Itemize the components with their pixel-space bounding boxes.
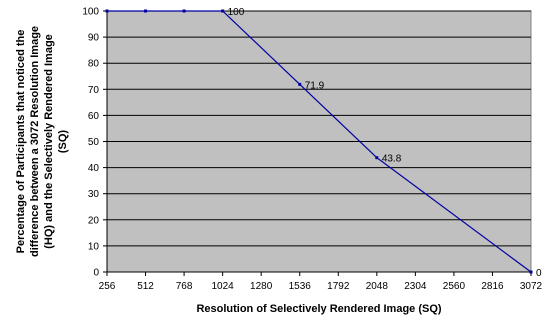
x-tick-label: 256 xyxy=(99,281,116,292)
data-label: 71.9 xyxy=(305,80,325,91)
y-tick-label: 70 xyxy=(88,85,100,96)
y-axis-title-line: difference between a 3072 Resolution Ima… xyxy=(29,26,41,257)
y-tick-label: 100 xyxy=(82,7,99,18)
data-point xyxy=(375,156,379,160)
y-tick-label: 80 xyxy=(88,59,100,70)
data-point xyxy=(105,9,109,13)
y-tick-label: 50 xyxy=(88,137,100,148)
data-point xyxy=(529,270,533,274)
data-label: 100 xyxy=(228,7,245,18)
x-tick-label: 2816 xyxy=(481,281,504,292)
y-tick-label: 20 xyxy=(88,215,100,226)
data-labels: 100 71.9 43.8 0 xyxy=(228,7,542,279)
y-axis-title: Percentage of Participants that noticed … xyxy=(15,26,69,257)
x-tick-label: 3072 xyxy=(520,281,543,292)
x-tick-label: 2304 xyxy=(404,281,427,292)
data-label: 0 xyxy=(536,268,542,279)
x-axis-title: Resolution of Selectively Rendered Image… xyxy=(196,303,441,315)
data-point xyxy=(221,9,225,13)
x-tick-label: 1536 xyxy=(289,281,312,292)
y-tick-label: 0 xyxy=(93,268,99,279)
data-point xyxy=(298,82,302,86)
data-point xyxy=(144,9,148,13)
y-tick-label: 60 xyxy=(88,111,100,122)
y-tick-label: 10 xyxy=(88,241,100,252)
y-axis-title-line: (HQ) and the Selectively Rendered Image xyxy=(43,34,55,249)
x-tick-label: 2048 xyxy=(366,281,389,292)
y-axis-title-line: (SQ) xyxy=(57,130,69,154)
y-tick-label: 30 xyxy=(88,189,100,200)
x-tick-label: 1280 xyxy=(250,281,273,292)
x-tick-label: 1792 xyxy=(327,281,350,292)
y-tick-label: 40 xyxy=(88,163,100,174)
x-tick-label: 2560 xyxy=(443,281,466,292)
data-label: 43.8 xyxy=(382,154,402,165)
y-tick-label: 90 xyxy=(88,33,100,44)
axes xyxy=(103,10,532,276)
x-tick-label: 512 xyxy=(137,281,154,292)
x-tick-label: 768 xyxy=(176,281,193,292)
tick-labels: 0 10 20 30 40 50 60 70 80 90 100 256 512 768 1024 1280 1… xyxy=(82,7,542,293)
x-tick-label: 1024 xyxy=(212,281,235,292)
data-series xyxy=(105,9,533,274)
y-axis-title-line: Percentage of Participants that noticed … xyxy=(15,30,27,254)
data-point xyxy=(182,9,186,13)
